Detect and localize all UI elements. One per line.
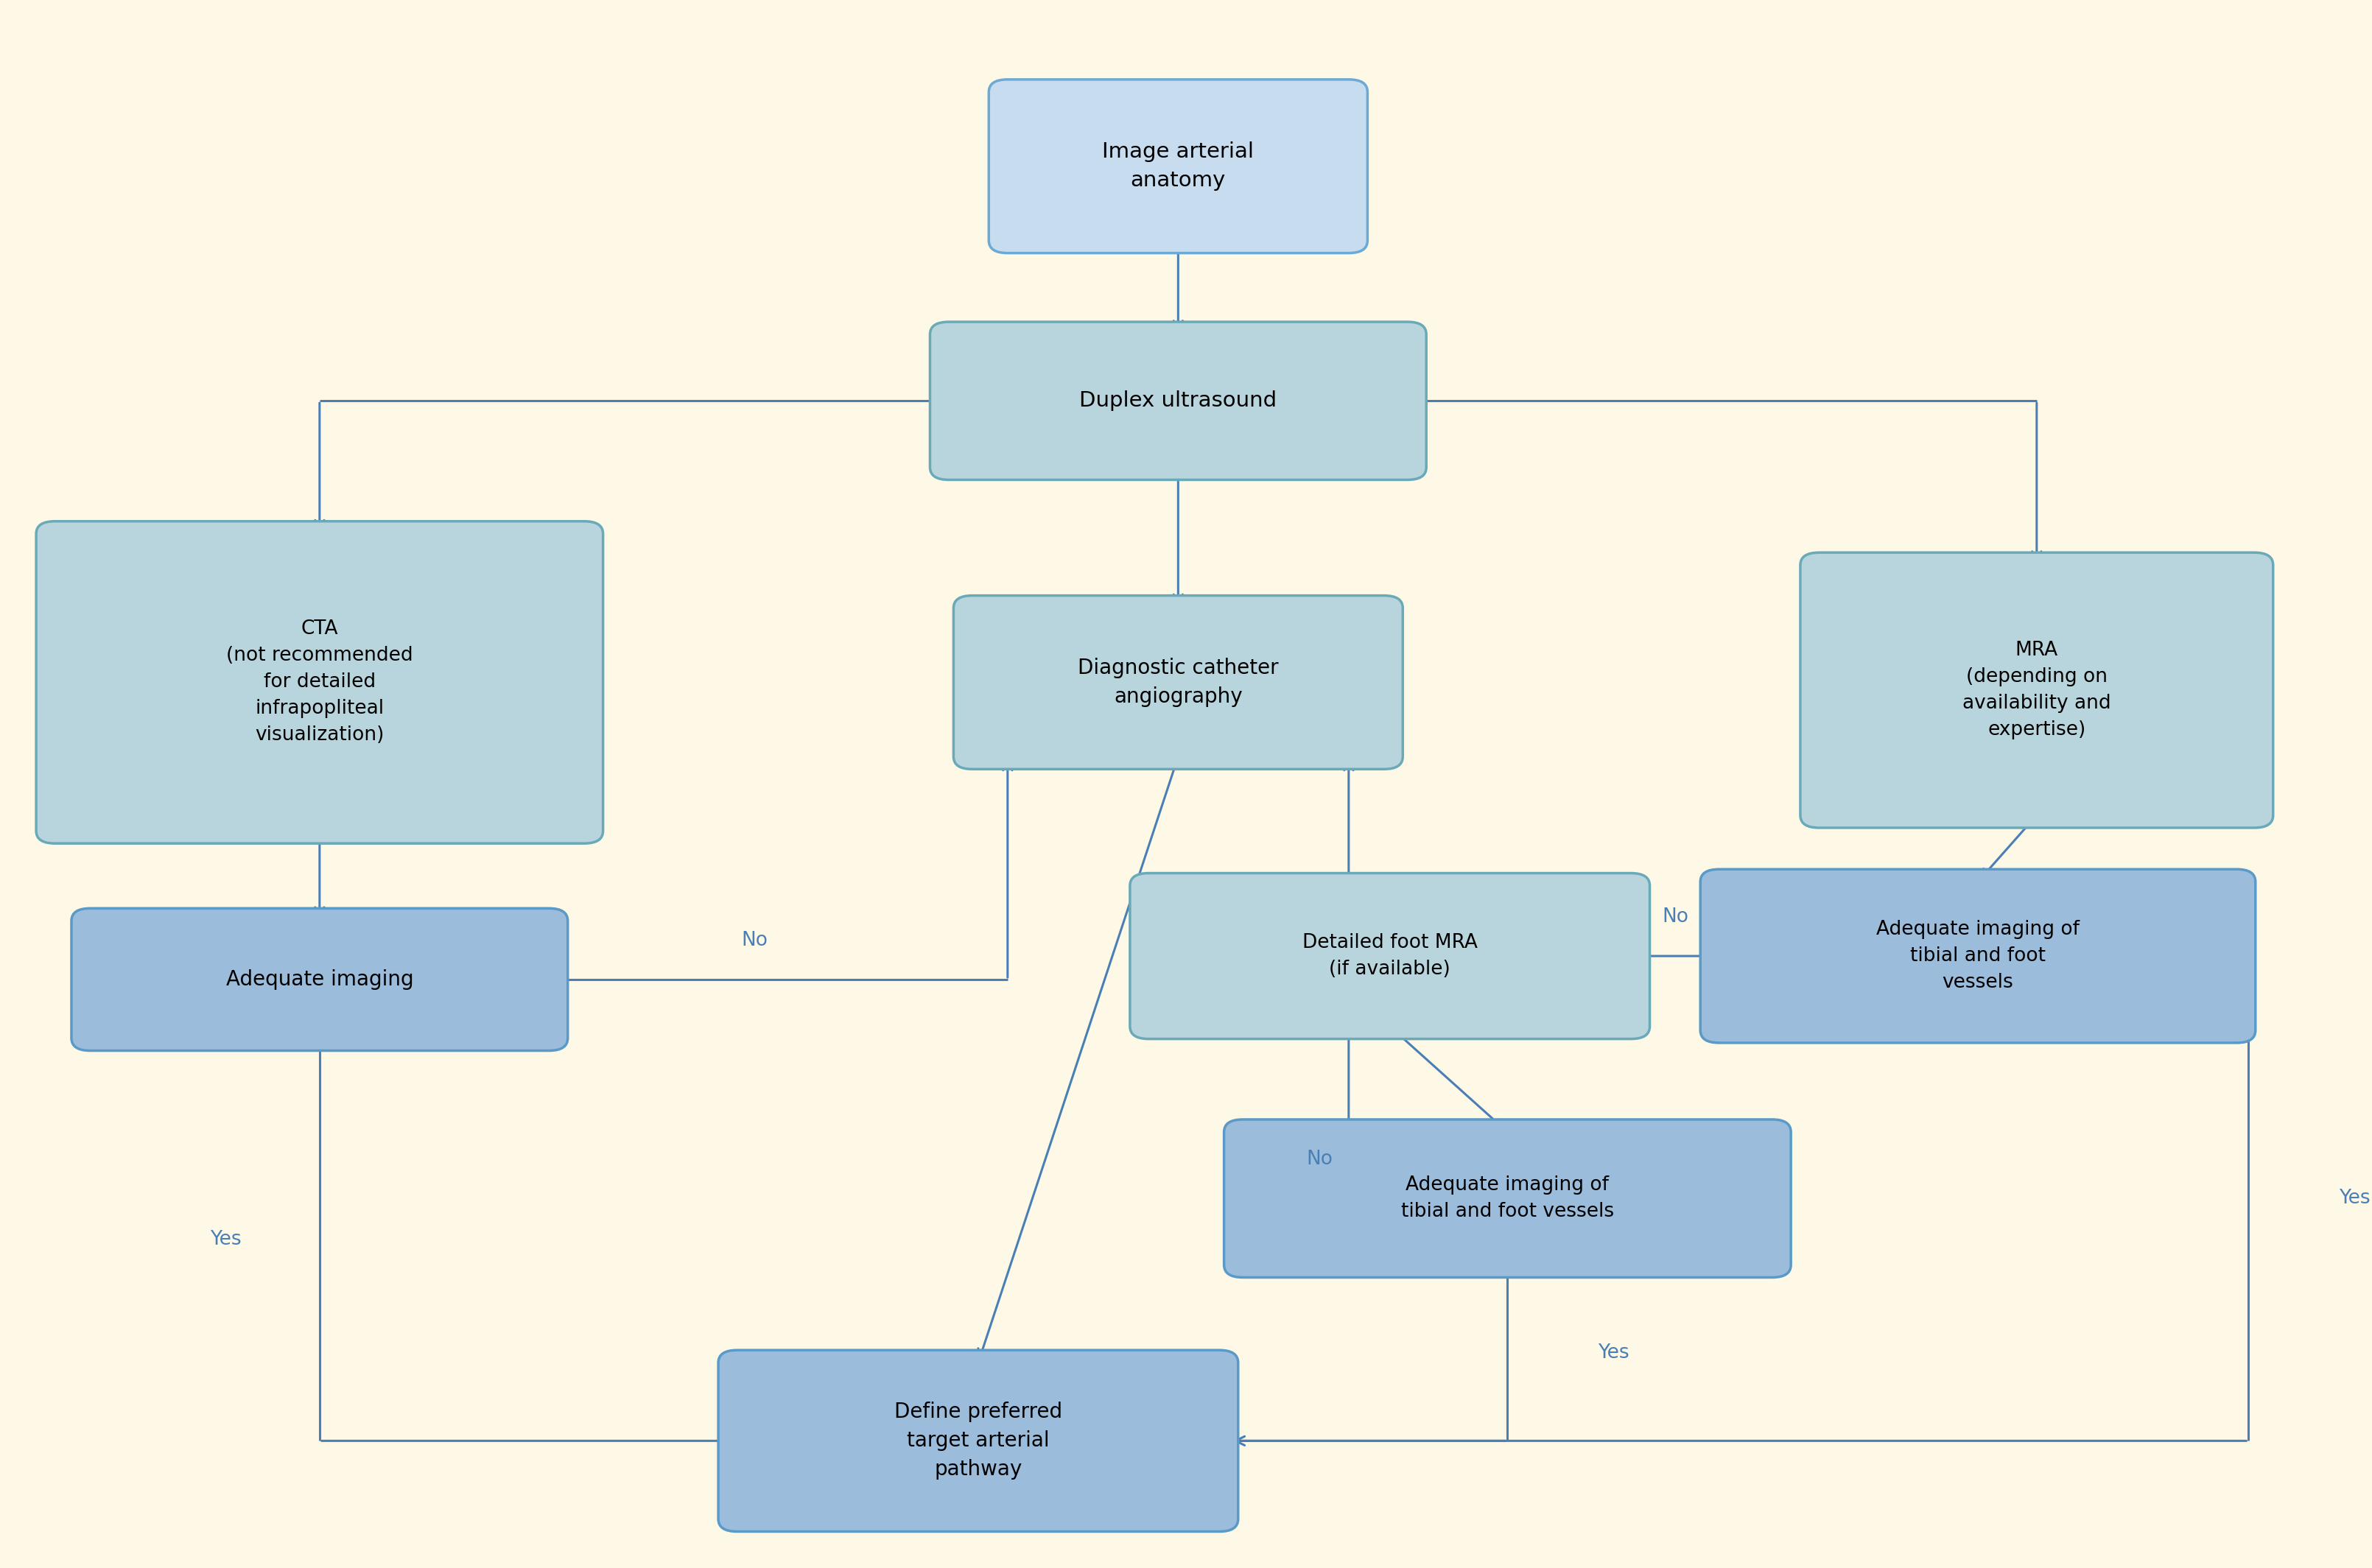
Text: Yes: Yes	[209, 1229, 242, 1250]
Text: Adequate imaging: Adequate imaging	[225, 969, 413, 989]
FancyBboxPatch shape	[1800, 552, 2272, 828]
FancyBboxPatch shape	[1129, 873, 1651, 1040]
Text: Adequate imaging of
tibial and foot
vessels: Adequate imaging of tibial and foot vess…	[1876, 920, 2080, 993]
FancyBboxPatch shape	[989, 80, 1369, 252]
Text: No: No	[742, 931, 769, 950]
FancyBboxPatch shape	[1701, 869, 2256, 1043]
Text: Yes: Yes	[1599, 1344, 1630, 1363]
Text: Yes: Yes	[2339, 1189, 2370, 1207]
FancyBboxPatch shape	[71, 908, 567, 1051]
Text: Adequate imaging of
tibial and foot vessels: Adequate imaging of tibial and foot vess…	[1402, 1176, 1613, 1221]
Text: Image arterial
anatomy: Image arterial anatomy	[1103, 141, 1255, 191]
Text: Duplex ultrasound: Duplex ultrasound	[1079, 390, 1276, 411]
Text: No: No	[1663, 908, 1689, 927]
Text: Detailed foot MRA
(if available): Detailed foot MRA (if available)	[1302, 933, 1478, 978]
Text: CTA
(not recommended
for detailed
infrapopliteal
visualization): CTA (not recommended for detailed infrap…	[225, 619, 413, 745]
FancyBboxPatch shape	[954, 596, 1402, 770]
FancyBboxPatch shape	[930, 321, 1426, 480]
Text: MRA
(depending on
availability and
expertise): MRA (depending on availability and exper…	[1962, 641, 2111, 740]
FancyBboxPatch shape	[1224, 1120, 1791, 1278]
Text: Define preferred
target arterial
pathway: Define preferred target arterial pathway	[894, 1402, 1063, 1480]
FancyBboxPatch shape	[36, 521, 602, 844]
FancyBboxPatch shape	[719, 1350, 1238, 1532]
Text: Diagnostic catheter
angiography: Diagnostic catheter angiography	[1077, 657, 1279, 707]
Text: No: No	[1307, 1149, 1333, 1168]
